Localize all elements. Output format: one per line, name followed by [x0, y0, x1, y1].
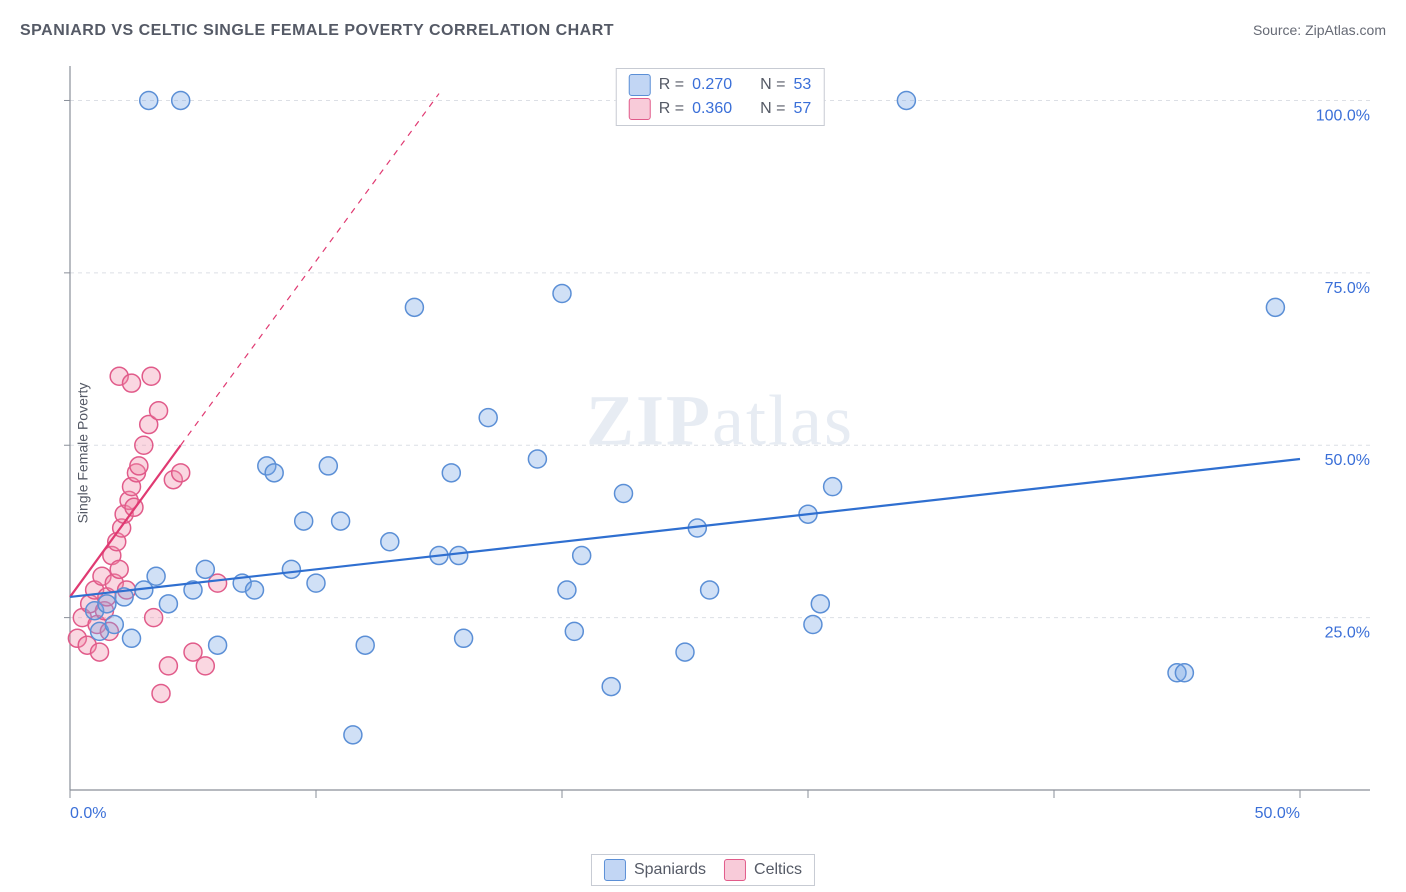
data-point [804, 616, 822, 634]
data-point [105, 616, 123, 634]
svg-text:0.0%: 0.0% [70, 805, 106, 822]
data-point [110, 560, 128, 578]
data-point [319, 457, 337, 475]
legend-r-label: R = [659, 73, 684, 97]
data-point [450, 547, 468, 565]
data-point [172, 464, 190, 482]
data-point [455, 629, 473, 647]
series-legend: Spaniards Celtics [591, 854, 815, 886]
data-point [332, 512, 350, 530]
data-point [558, 581, 576, 599]
svg-text:75.0%: 75.0% [1325, 280, 1370, 297]
data-point [381, 533, 399, 551]
data-point [307, 574, 325, 592]
data-point [573, 547, 591, 565]
data-point [615, 485, 633, 503]
source-label: Source: [1253, 22, 1301, 38]
data-point [130, 457, 148, 475]
data-point [565, 622, 583, 640]
legend-r-value: 0.360 [692, 97, 732, 121]
data-point [553, 285, 571, 303]
data-point [246, 581, 264, 599]
data-point [442, 464, 460, 482]
data-point [145, 609, 163, 627]
data-point [479, 409, 497, 427]
svg-text:50.0%: 50.0% [1255, 805, 1300, 822]
scatter-chart: 25.0% 50.0% 75.0% 100.0% 0.0% 50.0% [50, 60, 1390, 845]
data-point [209, 636, 227, 654]
data-point [676, 643, 694, 661]
data-point [295, 512, 313, 530]
data-point [152, 684, 170, 702]
legend-swatch-icon [724, 859, 746, 881]
data-point [265, 464, 283, 482]
plot-area: Single Female Poverty ZIPatlas 25.0%50.0… [50, 60, 1390, 845]
legend-n-label: N = [760, 97, 785, 121]
chart-title: SPANIARD VS CELTIC SINGLE FEMALE POVERTY… [20, 22, 614, 40]
series-legend-item: Spaniards [604, 859, 706, 881]
trend-line [70, 459, 1300, 597]
svg-text:50.0%: 50.0% [1325, 452, 1370, 469]
data-point [1175, 664, 1193, 682]
data-point [142, 367, 160, 385]
legend-n-label: N = [760, 73, 785, 97]
data-point [172, 91, 190, 109]
data-point [135, 436, 153, 454]
data-point [824, 478, 842, 496]
trend-line-dashed [181, 94, 439, 446]
data-point [282, 560, 300, 578]
legend-swatch-icon [629, 74, 651, 96]
data-point [150, 402, 168, 420]
legend-r-value: 0.270 [692, 73, 732, 97]
source-value: ZipAtlas.com [1305, 22, 1386, 38]
data-point [123, 374, 141, 392]
legend-r-label: R = [659, 97, 684, 121]
data-point [159, 657, 177, 675]
chart-header: SPANIARD VS CELTIC SINGLE FEMALE POVERTY… [20, 22, 1386, 40]
correlation-legend: R = 0.270 N = 53 R = 0.360 N = 57 [616, 68, 825, 126]
legend-n-value: 57 [793, 97, 811, 121]
data-point [196, 560, 214, 578]
svg-text:25.0%: 25.0% [1325, 625, 1370, 642]
data-point [140, 91, 158, 109]
legend-row: R = 0.360 N = 57 [629, 97, 812, 121]
y-axis-label: Single Female Poverty [74, 382, 90, 523]
chart-source: Source: ZipAtlas.com [1253, 22, 1386, 38]
data-point [528, 450, 546, 468]
data-point [91, 643, 109, 661]
data-point [98, 595, 116, 613]
series-legend-label: Celtics [754, 861, 802, 879]
data-point [344, 726, 362, 744]
series-legend-item: Celtics [724, 859, 802, 881]
legend-swatch-icon [629, 98, 651, 120]
legend-n-value: 53 [793, 73, 811, 97]
data-point [123, 629, 141, 647]
data-point [356, 636, 374, 654]
legend-row: R = 0.270 N = 53 [629, 73, 812, 97]
data-point [147, 567, 165, 585]
data-point [811, 595, 829, 613]
data-point [897, 91, 915, 109]
data-point [196, 657, 214, 675]
data-point [159, 595, 177, 613]
data-point [602, 678, 620, 696]
data-point [1266, 298, 1284, 316]
legend-swatch-icon [604, 859, 626, 881]
data-point [701, 581, 719, 599]
data-point [405, 298, 423, 316]
series-legend-label: Spaniards [634, 861, 706, 879]
svg-text:100.0%: 100.0% [1316, 107, 1370, 124]
